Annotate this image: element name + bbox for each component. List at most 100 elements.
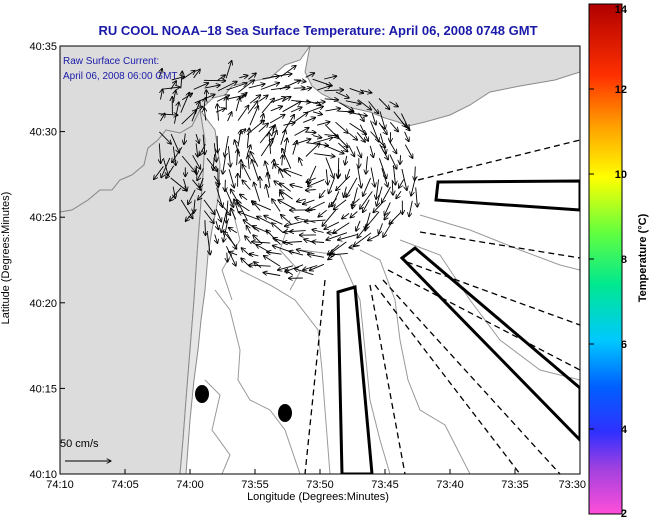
x-tick-label: 74:10 xyxy=(46,479,74,491)
current-vector xyxy=(293,88,305,89)
current-vector xyxy=(369,145,373,158)
current-vector xyxy=(318,209,327,217)
chart-title: RU COOL NOAA–18 Sea Surface Temperature:… xyxy=(98,23,537,38)
current-vector xyxy=(237,105,249,121)
current-vector xyxy=(269,114,285,124)
current-vector xyxy=(183,178,188,191)
y-tick-label: 40:20 xyxy=(29,298,57,310)
current-vector xyxy=(228,228,238,234)
current-vector xyxy=(389,122,398,131)
current-vector xyxy=(378,158,386,179)
current-vector xyxy=(240,194,248,201)
current-vector xyxy=(214,143,216,162)
current-vector xyxy=(305,190,316,191)
current-vector xyxy=(378,122,387,135)
current-vector xyxy=(389,101,399,107)
current-vector xyxy=(228,169,234,188)
current-vector xyxy=(382,186,391,203)
current-vector xyxy=(309,263,325,270)
current-vector xyxy=(389,142,397,154)
x-tick-label: 73:40 xyxy=(436,479,464,491)
current-vector xyxy=(159,68,162,78)
current-vector xyxy=(181,71,183,89)
current-vector xyxy=(270,74,292,78)
current-vector xyxy=(328,177,335,194)
current-vector xyxy=(348,144,355,157)
current-vector xyxy=(203,199,215,215)
current-vector xyxy=(160,113,165,122)
current-vector xyxy=(329,198,337,208)
current-vector xyxy=(351,198,360,206)
current-vector xyxy=(248,73,256,80)
current-vector xyxy=(196,143,198,157)
current-vector xyxy=(347,111,368,116)
current-vector xyxy=(199,143,206,156)
current-vector xyxy=(247,101,258,114)
current-vector xyxy=(203,134,205,155)
current-vector xyxy=(216,220,219,230)
x-tick-label: 73:35 xyxy=(501,479,529,491)
current-vector xyxy=(173,102,179,124)
current-vector xyxy=(282,148,292,169)
current-vector xyxy=(225,246,236,266)
current-vector xyxy=(249,95,261,104)
current-vector xyxy=(308,178,325,186)
current-vector xyxy=(363,177,372,197)
current-vector xyxy=(356,220,361,232)
current-vector xyxy=(393,165,395,185)
current-vector xyxy=(248,84,265,89)
current-vector xyxy=(294,269,314,276)
current-vector xyxy=(270,87,290,90)
current-vector xyxy=(290,107,302,113)
current-vector xyxy=(376,186,383,207)
current-vector xyxy=(215,209,221,222)
current-vector xyxy=(192,155,201,169)
current-vector xyxy=(170,133,179,153)
current-vector xyxy=(166,165,175,179)
current-vector xyxy=(242,164,251,181)
colorbar-tick-label: 10 xyxy=(615,169,627,181)
current-vector xyxy=(185,209,196,222)
current-vector xyxy=(366,156,368,174)
current-vector xyxy=(170,81,177,90)
current-vector xyxy=(294,128,310,136)
y-tick-label: 40:30 xyxy=(29,127,57,139)
current-vector xyxy=(305,73,315,78)
current-vector xyxy=(272,199,281,212)
current-vector xyxy=(284,221,303,227)
current-vector xyxy=(323,144,345,154)
current-vector xyxy=(161,89,163,100)
current-vector xyxy=(264,216,283,225)
current-vector xyxy=(223,156,226,175)
current-vector xyxy=(279,80,301,90)
current-vector xyxy=(197,168,204,180)
current-vector xyxy=(267,172,270,188)
current-vector xyxy=(368,101,379,113)
current-vector xyxy=(303,117,315,123)
current-vector xyxy=(415,166,416,181)
current-vector xyxy=(173,186,175,199)
current-vector xyxy=(333,199,347,210)
current-vector xyxy=(357,223,369,238)
current-vector xyxy=(304,220,326,222)
current-vector xyxy=(305,143,320,157)
current-vector xyxy=(360,191,373,209)
y-tick-label: 40:25 xyxy=(29,212,57,224)
current-vector xyxy=(180,92,190,113)
current-vector xyxy=(370,167,375,188)
current-vector xyxy=(376,179,379,199)
current-vector xyxy=(326,232,348,240)
current-vector xyxy=(193,69,201,79)
current-vector xyxy=(217,81,237,92)
current-vector xyxy=(246,145,251,155)
mooring-marker xyxy=(278,404,292,422)
colorbar-tick-label: 6 xyxy=(621,339,627,351)
current-vector xyxy=(225,179,226,192)
current-vector xyxy=(291,112,308,125)
current-vector xyxy=(226,83,248,91)
current-vector xyxy=(204,108,206,121)
current-vector xyxy=(249,254,259,256)
current-vector xyxy=(248,155,249,169)
current-vector xyxy=(337,233,359,240)
